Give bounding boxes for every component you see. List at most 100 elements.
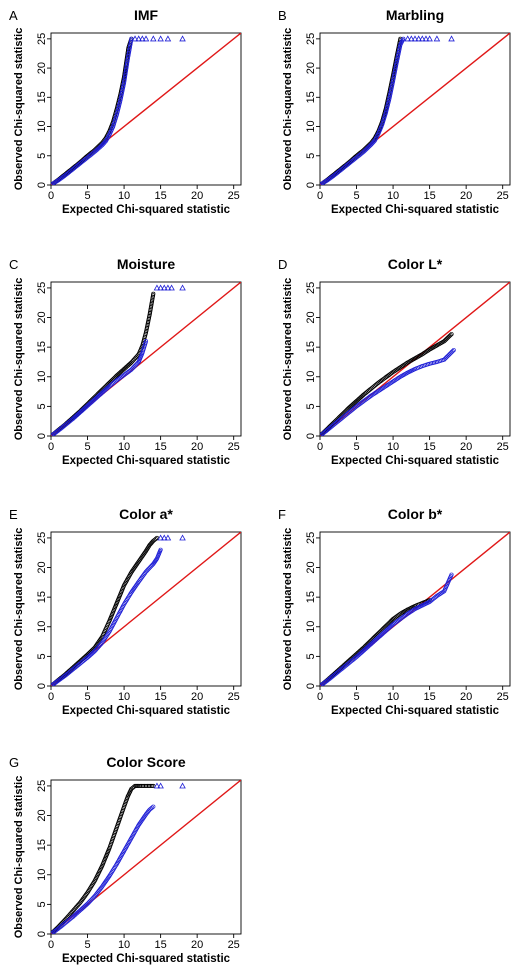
plot-frame xyxy=(319,281,511,437)
data-point-triangle xyxy=(415,35,422,42)
panel-b: B Marbling 00 5 5 10 10 15 15 20 20 25 25 Expected Ch… xyxy=(278,7,511,216)
panel-title: Color L* xyxy=(388,256,443,272)
data-point-triangle xyxy=(160,534,168,541)
data-point xyxy=(136,783,141,788)
data-point xyxy=(130,366,135,371)
data-point xyxy=(450,349,455,354)
plot-area xyxy=(51,780,241,934)
x-tick-label: 25 xyxy=(228,190,240,202)
x-tick-label: 25 xyxy=(497,190,509,202)
panel-title: Color b* xyxy=(388,506,443,522)
plot-frame xyxy=(319,531,511,687)
panel-letter: C xyxy=(9,257,18,272)
x-tick-label: 5 xyxy=(353,691,359,703)
data-point xyxy=(85,901,90,906)
data-point xyxy=(385,622,390,627)
data-point xyxy=(134,362,139,367)
y-axis-label: Observed Chi-squared statistic xyxy=(282,28,294,191)
data-point xyxy=(96,644,102,649)
data-point xyxy=(94,646,99,651)
data-point xyxy=(148,783,153,788)
data-point xyxy=(133,355,138,360)
y-tick-label: 25 xyxy=(36,282,48,294)
x-tick-label: 20 xyxy=(460,190,472,202)
data-point xyxy=(379,628,384,633)
data-point xyxy=(158,547,163,552)
x-tick-label: 15 xyxy=(154,441,166,453)
data-point-triangle xyxy=(179,35,186,42)
y-axis-label: Observed Chi-squared statistic xyxy=(282,528,294,691)
y-tick-label: 10 xyxy=(305,621,317,633)
data-point xyxy=(77,901,82,906)
data-point xyxy=(147,312,152,317)
x-axis-label: Expected Chi-squared statistic xyxy=(62,204,231,216)
data-point xyxy=(150,296,155,301)
data-point-triangle xyxy=(179,534,186,541)
data-point xyxy=(129,367,134,372)
data-point xyxy=(150,297,155,302)
data-point xyxy=(445,336,450,341)
panel-title: Color a* xyxy=(119,506,173,522)
data-point xyxy=(386,621,391,626)
data-point-triangle xyxy=(153,284,161,291)
y-tick-label: 15 xyxy=(305,591,317,603)
y-tick-label: 25 xyxy=(36,532,48,544)
data-point xyxy=(444,337,449,342)
data-point xyxy=(148,305,154,310)
data-point-triangle xyxy=(426,35,433,42)
data-point xyxy=(443,338,448,343)
panel-title: Marbling xyxy=(386,7,444,23)
data-point xyxy=(74,905,79,910)
panel-title: Moisture xyxy=(117,256,176,272)
data-point xyxy=(90,896,95,901)
data-point xyxy=(146,567,151,572)
x-axis-label: Expected Chi-squared statistic xyxy=(62,953,231,965)
data-point-triangle xyxy=(139,35,146,42)
data-point xyxy=(95,645,101,650)
x-tick-label: 20 xyxy=(191,691,203,703)
data-point xyxy=(86,900,91,905)
panel-letter: E xyxy=(9,507,18,522)
data-point xyxy=(446,335,451,340)
data-point xyxy=(344,408,349,413)
x-tick-label: 0 xyxy=(317,190,323,202)
y-tick-label: 10 xyxy=(305,120,317,132)
data-point xyxy=(75,904,80,909)
data-point xyxy=(148,308,153,313)
x-tick-label: 5 xyxy=(84,939,90,951)
y-tick-label: 10 xyxy=(36,869,48,881)
data-point xyxy=(151,291,156,296)
y-tick-label: 0 xyxy=(36,433,48,439)
panel-letter: A xyxy=(9,8,18,23)
data-point xyxy=(89,897,94,902)
series-circle xyxy=(320,36,406,185)
data-point xyxy=(88,898,93,903)
y-tick-label: 5 xyxy=(36,153,48,159)
x-tick-label: 5 xyxy=(353,190,359,202)
data-point xyxy=(147,566,152,571)
data-point xyxy=(148,565,153,570)
series-circle xyxy=(51,36,134,185)
plot-area xyxy=(51,33,241,185)
data-point-triangle xyxy=(142,35,150,42)
y-tick-label: 20 xyxy=(36,62,48,74)
data-point xyxy=(445,354,450,359)
x-tick-label: 25 xyxy=(497,691,509,703)
data-point xyxy=(142,783,147,788)
plot-frame xyxy=(50,281,242,437)
y-tick-label: 5 xyxy=(305,403,317,409)
panel-letter: F xyxy=(278,507,286,522)
data-point xyxy=(447,334,452,339)
data-point xyxy=(388,619,394,624)
y-tick-label: 15 xyxy=(36,839,48,851)
data-point-triangle xyxy=(433,35,441,42)
x-tick-label: 10 xyxy=(387,190,399,202)
data-point-triangle xyxy=(179,782,186,789)
y-axis-label: Observed Chi-squared statistic xyxy=(282,278,294,441)
data-point xyxy=(401,36,406,41)
x-axis-label: Expected Chi-squared statistic xyxy=(62,705,231,717)
y-tick-label: 25 xyxy=(305,33,317,45)
data-point-triangle xyxy=(408,35,415,42)
series-triangle xyxy=(153,284,186,291)
panel-c: C Moisture 00 5 5 10 10 15 15 20 20 25 25 Expected Ch… xyxy=(9,256,242,467)
